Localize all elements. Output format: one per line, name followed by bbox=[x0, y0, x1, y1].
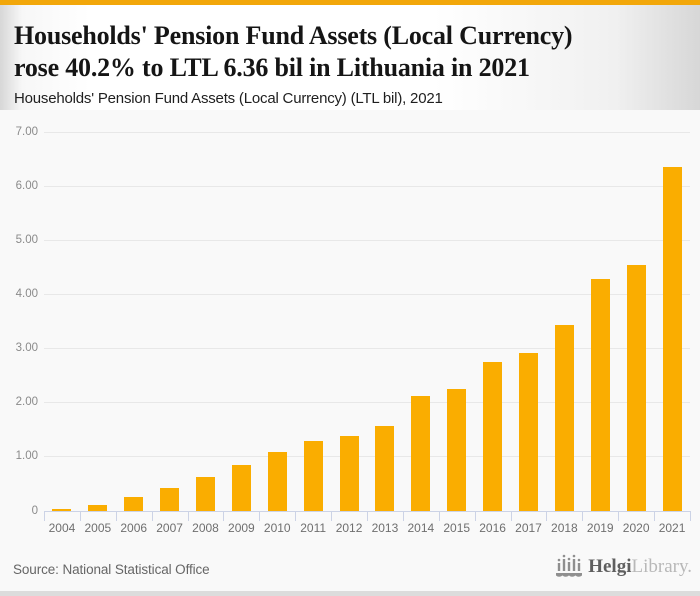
bar-2006 bbox=[124, 497, 144, 511]
chart-region: 0 1.00 2.00 3.00 4.00 5.00 6.00 7.00 2004 2005 200… bbox=[0, 110, 700, 596]
x-axis-line bbox=[44, 511, 691, 512]
chart-title: Households' Pension Fund Assets (Local C… bbox=[14, 20, 686, 84]
x-axis-tick bbox=[474, 512, 476, 521]
x-axis-label-2013: 2013 bbox=[371, 521, 399, 535]
x-axis-tick bbox=[546, 512, 548, 521]
x-axis-tick bbox=[582, 512, 584, 521]
bar-2010 bbox=[267, 451, 287, 511]
bar-2016 bbox=[483, 362, 503, 511]
x-axis-label-2021: 2021 bbox=[658, 521, 686, 535]
chart-title-line2: rose 40.2% to LTL 6.36 bil in Lithuania … bbox=[14, 53, 530, 82]
bar-2021 bbox=[662, 166, 682, 511]
x-axis-tick bbox=[259, 512, 261, 521]
gridline-6.00 bbox=[44, 185, 690, 187]
x-axis-tick bbox=[295, 512, 297, 521]
bar-2005 bbox=[88, 505, 108, 511]
gridline-5.00 bbox=[44, 239, 690, 241]
y-axis-label-6.00: 6.00 bbox=[15, 179, 38, 192]
x-axis-tick bbox=[331, 512, 333, 521]
bar-2007 bbox=[160, 487, 180, 511]
x-axis-label-2006: 2006 bbox=[120, 521, 148, 535]
bottom-edge bbox=[0, 591, 700, 596]
y-axis-label-5.00: 5.00 bbox=[15, 233, 38, 246]
x-axis-tick bbox=[187, 512, 189, 521]
bar-2017 bbox=[519, 352, 538, 511]
x-axis-tick bbox=[151, 512, 153, 521]
bar-2012 bbox=[339, 436, 359, 511]
x-axis-label-2007: 2007 bbox=[156, 521, 183, 535]
logo-text-library: Library. bbox=[631, 555, 693, 577]
x-axis-label-2019: 2019 bbox=[586, 521, 614, 535]
logo-wordmark: HelgiLibrary. bbox=[588, 554, 692, 580]
x-axis-tick bbox=[79, 512, 81, 521]
x-axis-label-2017: 2017 bbox=[515, 521, 542, 535]
bar-2009 bbox=[231, 464, 251, 511]
x-axis-label-2015: 2015 bbox=[443, 521, 471, 535]
bar-2014 bbox=[411, 395, 431, 511]
gridline-4.00 bbox=[44, 293, 690, 295]
x-axis-label-2005: 2005 bbox=[84, 521, 112, 535]
x-axis-label-2016: 2016 bbox=[479, 521, 506, 535]
y-axis-label-2.00: 2.00 bbox=[15, 396, 38, 409]
gridline-3.00 bbox=[44, 348, 690, 350]
x-axis-label-2004: 2004 bbox=[48, 521, 76, 535]
bar-2015 bbox=[447, 388, 467, 511]
gridline-1.00 bbox=[44, 456, 690, 458]
x-axis-tick bbox=[402, 512, 404, 521]
bar-2013 bbox=[375, 426, 395, 511]
x-axis-tick bbox=[44, 512, 45, 521]
x-axis-label-2018: 2018 bbox=[551, 521, 578, 535]
chart-header: Households' Pension Fund Assets (Local C… bbox=[0, 5, 700, 110]
x-axis-tick bbox=[618, 512, 620, 521]
accent-top-bar bbox=[0, 0, 700, 5]
bar-2019 bbox=[590, 279, 610, 511]
logo-text-helgi: Helgi bbox=[588, 555, 632, 577]
bar-2020 bbox=[626, 265, 646, 511]
x-axis-tick bbox=[367, 512, 368, 521]
x-axis-tick bbox=[115, 512, 117, 521]
helgi-library-logo: HelgiLibrary. bbox=[554, 553, 692, 580]
x-axis-tick bbox=[223, 512, 225, 521]
x-axis-tick bbox=[690, 512, 691, 521]
source-note: Source: National Statistical Office bbox=[13, 562, 210, 577]
x-axis-label-2009: 2009 bbox=[228, 521, 255, 535]
x-axis-label-2011: 2011 bbox=[300, 521, 327, 535]
x-axis-tick bbox=[510, 512, 512, 521]
helgi-logo-icon bbox=[556, 554, 583, 577]
gridline-7.00 bbox=[44, 131, 690, 133]
y-axis-label-1.00: 1.00 bbox=[15, 450, 38, 463]
bar-chart-plot: 0 1.00 2.00 3.00 4.00 5.00 6.00 7.00 2004 2005 200… bbox=[16, 126, 691, 535]
x-axis-tick bbox=[654, 512, 656, 521]
x-axis-label-2020: 2020 bbox=[622, 521, 650, 535]
y-axis-label-3.00: 3.00 bbox=[15, 342, 38, 355]
chart-title-line1: Households' Pension Fund Assets (Local C… bbox=[14, 21, 573, 50]
y-axis-label-4.00: 4.00 bbox=[15, 287, 38, 300]
bar-2008 bbox=[196, 476, 215, 511]
bar-2018 bbox=[554, 324, 574, 511]
x-axis-label-2008: 2008 bbox=[192, 521, 219, 535]
x-axis-label-2010: 2010 bbox=[263, 521, 291, 535]
y-axis-label-0: 0 bbox=[31, 504, 38, 517]
gridline-2.00 bbox=[44, 402, 690, 404]
x-axis-label-2012: 2012 bbox=[335, 521, 363, 535]
bar-2011 bbox=[303, 440, 323, 511]
chart-subtitle: Households' Pension Fund Assets (Local C… bbox=[14, 90, 443, 107]
bar-2004 bbox=[52, 508, 72, 511]
y-axis-label-7.00: 7.00 bbox=[15, 125, 38, 138]
x-axis-label-2014: 2014 bbox=[407, 521, 435, 535]
x-axis-tick bbox=[438, 512, 440, 521]
